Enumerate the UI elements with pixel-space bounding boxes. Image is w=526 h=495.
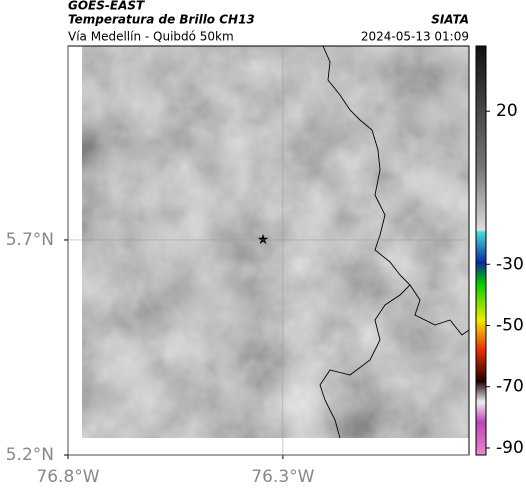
source: SIATA [431,13,469,27]
product: Temperatura de Brillo CH13 [68,13,255,27]
x-tick-label: 76.8°W [36,467,99,487]
cloud-texture [82,46,469,438]
datetime: 2024-05-13 01:09 [361,30,469,44]
y-tick-label: 5.7°N [6,230,54,250]
colorbar-tick-label: 20 [496,101,518,121]
y-tick-label: 5.2°N [6,445,54,465]
colorbar [475,45,487,456]
borders [319,45,470,439]
colorbar-tick-label: -30 [496,254,524,274]
colorbar-tick-label: -50 [496,316,524,336]
colorbar-tick-label: -90 [496,438,524,458]
x-tick-label: 76.3°W [251,467,314,487]
colorbar-tick-label: -70 [496,377,524,397]
route: Vía Medellín - Quibdó 50km [68,30,234,44]
satellite: GOES-EAST [68,0,145,13]
satellite-image [82,46,469,438]
